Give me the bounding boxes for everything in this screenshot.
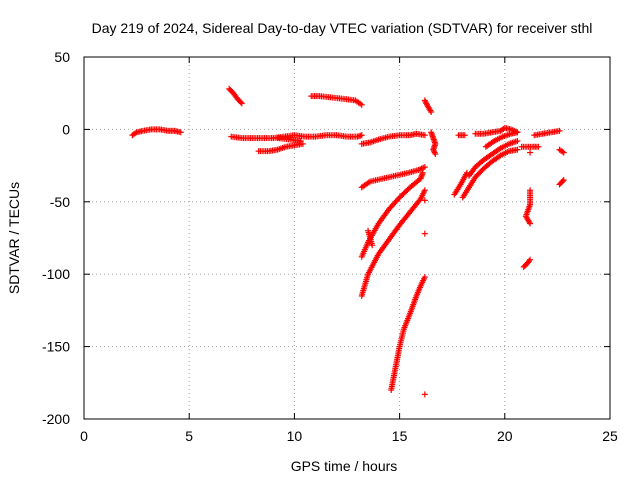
y-tick-label: 0 [62, 121, 70, 137]
data-point [428, 109, 435, 116]
x-tick-labels: 0 5 10 15 20 25 [80, 428, 618, 444]
data-point [560, 177, 567, 184]
data-point [461, 132, 468, 139]
data-points [129, 85, 567, 398]
data-point [297, 137, 304, 144]
axis-ticks [83, 56, 611, 420]
data-point [421, 274, 428, 281]
x-tick-label: 10 [287, 428, 303, 444]
chart-title: Day 219 of 2024, Sidereal Day-to-day VTE… [92, 20, 593, 36]
y-tick-label: -150 [42, 339, 70, 355]
y-tick-label: -200 [42, 411, 70, 427]
data-point [421, 187, 428, 194]
data-point [431, 149, 438, 156]
y-tick-label: -100 [42, 266, 70, 282]
data-point [358, 101, 365, 108]
data-point [237, 99, 244, 106]
y-tick-labels: 50 0 -50 -100 -150 -200 [42, 49, 70, 427]
data-point [421, 391, 428, 398]
data-point [527, 256, 534, 263]
x-tick-label: 25 [602, 428, 618, 444]
x-tick-label: 15 [392, 428, 408, 444]
data-point [421, 132, 428, 139]
x-tick-label: 20 [497, 428, 513, 444]
data-point [556, 127, 563, 134]
data-point [527, 220, 534, 227]
data-point [514, 129, 521, 136]
plot-frame [83, 56, 611, 420]
data-point [421, 164, 428, 171]
data-point [358, 132, 365, 139]
data-point [514, 137, 521, 144]
y-tick-label: 50 [54, 49, 70, 65]
y-tick-label: -50 [50, 194, 70, 210]
data-point [238, 100, 245, 107]
data-point [421, 230, 428, 237]
data-point [560, 149, 567, 156]
data-point [535, 143, 542, 150]
data-point [432, 151, 439, 158]
y-axis-label: SDTVAR / TECUs [6, 182, 22, 294]
data-point [514, 146, 521, 153]
x-tick-label: 5 [185, 428, 193, 444]
data-point [419, 169, 426, 176]
data-point [559, 178, 566, 185]
data-point [177, 129, 184, 136]
data-point [527, 149, 534, 156]
x-axis-label: GPS time / hours [291, 458, 398, 474]
data-point [421, 197, 428, 204]
data-point [430, 148, 437, 155]
data-point [369, 242, 376, 249]
x-tick-label: 0 [80, 428, 88, 444]
grid [84, 57, 610, 419]
